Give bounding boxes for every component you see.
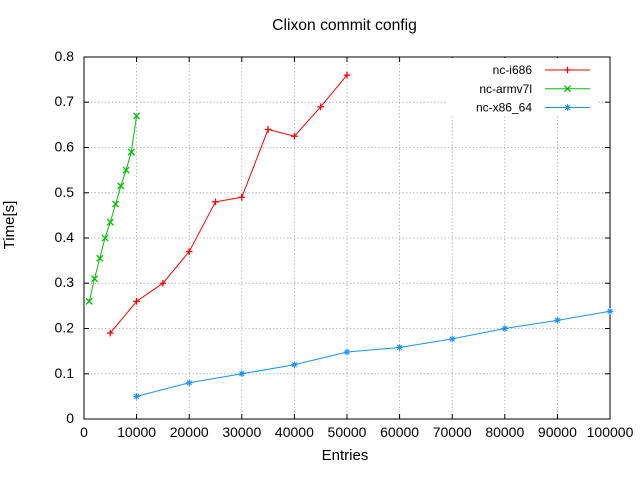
svg-text:Entries: Entries [322,447,369,464]
svg-text:40000: 40000 [275,424,314,440]
svg-text:0.6: 0.6 [55,139,75,155]
svg-text:nc-i686: nc-i686 [493,63,533,77]
svg-text:0.4: 0.4 [55,229,75,245]
svg-text:90000: 90000 [538,424,577,440]
svg-text:0.3: 0.3 [55,274,75,290]
svg-text:80000: 80000 [485,424,524,440]
svg-text:0.7: 0.7 [55,93,75,109]
svg-text:0.2: 0.2 [55,320,75,336]
svg-text:0: 0 [66,410,74,426]
svg-text:Clixon commit config: Clixon commit config [272,17,417,34]
svg-text:30000: 30000 [222,424,261,440]
svg-text:10000: 10000 [117,424,156,440]
svg-text:0.5: 0.5 [55,184,75,200]
svg-text:0.8: 0.8 [55,48,75,64]
svg-text:0.1: 0.1 [55,365,75,381]
svg-text:20000: 20000 [170,424,209,440]
svg-text:nc-x86_64: nc-x86_64 [476,101,532,115]
svg-text:70000: 70000 [433,424,472,440]
svg-text:Time[s]: Time[s] [1,201,18,250]
svg-text:60000: 60000 [380,424,419,440]
svg-text:100000: 100000 [587,424,634,440]
svg-text:0: 0 [80,424,88,440]
svg-text:50000: 50000 [328,424,367,440]
svg-text:nc-armv7l: nc-armv7l [479,82,532,96]
